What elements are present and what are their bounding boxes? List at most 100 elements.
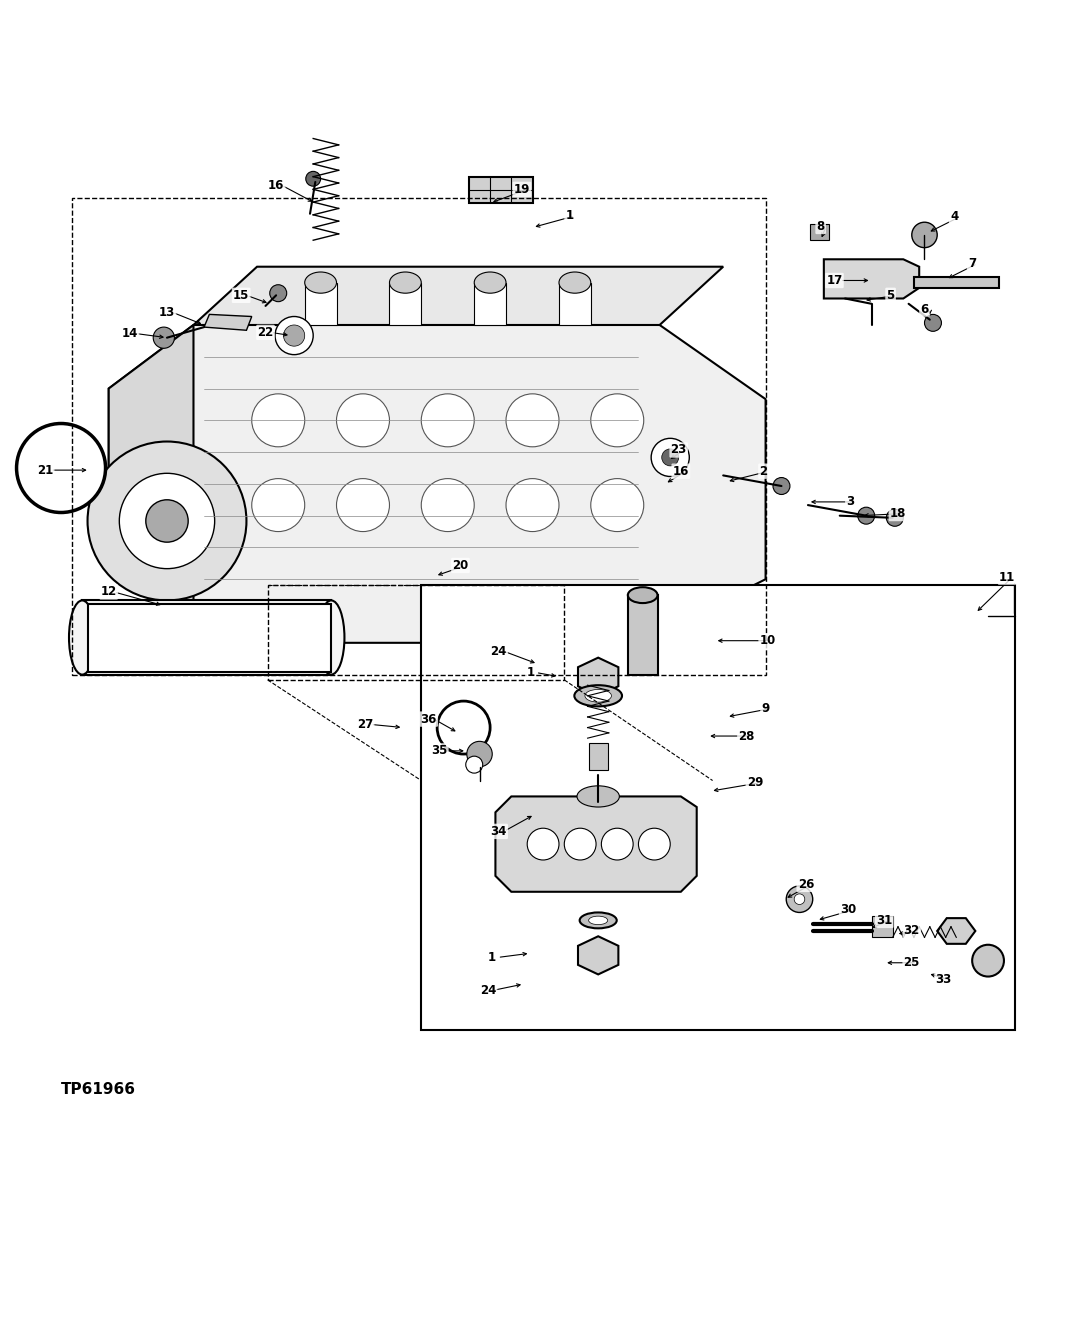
- Polygon shape: [469, 177, 532, 203]
- Circle shape: [651, 438, 689, 477]
- Text: 15: 15: [233, 288, 249, 301]
- Circle shape: [602, 829, 634, 861]
- Circle shape: [506, 478, 559, 531]
- Ellipse shape: [628, 587, 657, 603]
- Circle shape: [17, 424, 105, 513]
- Circle shape: [422, 478, 474, 531]
- Circle shape: [857, 507, 874, 525]
- Text: 5: 5: [886, 288, 895, 301]
- Text: 24: 24: [490, 645, 507, 657]
- Text: 12: 12: [100, 586, 117, 599]
- Ellipse shape: [305, 272, 337, 293]
- Ellipse shape: [69, 600, 96, 675]
- Ellipse shape: [474, 272, 506, 293]
- Bar: [559, 283, 591, 325]
- Text: 8: 8: [817, 220, 824, 232]
- Bar: [589, 744, 608, 770]
- Text: 2: 2: [759, 465, 768, 478]
- Polygon shape: [495, 797, 697, 892]
- Text: 33: 33: [935, 973, 952, 987]
- Polygon shape: [824, 259, 919, 299]
- Text: 10: 10: [759, 635, 775, 647]
- Circle shape: [527, 829, 559, 861]
- Text: 25: 25: [903, 956, 920, 969]
- Circle shape: [422, 394, 474, 446]
- Polygon shape: [578, 657, 619, 696]
- Text: 17: 17: [826, 274, 842, 287]
- Circle shape: [886, 510, 903, 526]
- Bar: [810, 224, 830, 240]
- Circle shape: [924, 315, 941, 331]
- Polygon shape: [914, 278, 999, 288]
- Text: 16: 16: [673, 465, 689, 478]
- Bar: [422, 584, 1015, 1029]
- Bar: [474, 283, 506, 325]
- Circle shape: [283, 325, 305, 347]
- Bar: [871, 916, 892, 938]
- Ellipse shape: [318, 600, 344, 675]
- Text: 14: 14: [121, 327, 138, 340]
- Circle shape: [773, 478, 790, 494]
- Text: 27: 27: [357, 718, 373, 730]
- Bar: [628, 595, 657, 675]
- Circle shape: [592, 798, 605, 811]
- Circle shape: [251, 394, 305, 446]
- Polygon shape: [82, 600, 331, 675]
- Text: 29: 29: [747, 776, 764, 789]
- Polygon shape: [937, 918, 976, 944]
- Text: 13: 13: [159, 305, 175, 319]
- Text: TP61966: TP61966: [61, 1082, 136, 1097]
- Polygon shape: [194, 267, 723, 325]
- Text: 35: 35: [431, 745, 447, 757]
- Circle shape: [306, 171, 321, 186]
- Text: 11: 11: [999, 571, 1015, 583]
- Bar: [305, 283, 337, 325]
- Text: 19: 19: [513, 183, 530, 195]
- Ellipse shape: [794, 894, 805, 904]
- Ellipse shape: [390, 272, 422, 293]
- Text: 21: 21: [37, 463, 53, 477]
- Text: 31: 31: [876, 914, 892, 927]
- Text: 4: 4: [950, 210, 958, 223]
- Text: 32: 32: [904, 924, 920, 938]
- Bar: [87, 604, 331, 672]
- Ellipse shape: [574, 685, 622, 706]
- Ellipse shape: [972, 944, 1004, 976]
- Ellipse shape: [577, 786, 620, 807]
- Text: 34: 34: [490, 825, 507, 838]
- Text: 18: 18: [890, 507, 906, 521]
- Circle shape: [912, 222, 937, 247]
- Text: 26: 26: [798, 878, 814, 891]
- Text: 24: 24: [480, 984, 496, 997]
- Text: 1: 1: [526, 665, 535, 679]
- Ellipse shape: [559, 272, 591, 293]
- Circle shape: [153, 327, 175, 348]
- Text: 20: 20: [453, 559, 469, 572]
- Polygon shape: [109, 325, 766, 643]
- Ellipse shape: [786, 886, 813, 912]
- Circle shape: [87, 441, 246, 600]
- Text: 30: 30: [840, 903, 856, 916]
- Circle shape: [146, 499, 189, 542]
- Text: 36: 36: [421, 713, 437, 725]
- Text: 6: 6: [920, 303, 929, 316]
- Circle shape: [275, 316, 313, 355]
- Circle shape: [466, 741, 492, 766]
- Circle shape: [564, 829, 596, 861]
- Text: 9: 9: [761, 703, 770, 714]
- Circle shape: [119, 473, 215, 568]
- Text: 7: 7: [968, 258, 977, 270]
- Circle shape: [506, 394, 559, 446]
- Text: 3: 3: [847, 495, 854, 509]
- Ellipse shape: [589, 916, 608, 924]
- Ellipse shape: [585, 689, 611, 703]
- Text: 28: 28: [738, 729, 755, 742]
- Polygon shape: [578, 936, 619, 975]
- Circle shape: [337, 394, 390, 446]
- Circle shape: [661, 449, 678, 466]
- Circle shape: [465, 756, 482, 773]
- Text: 23: 23: [671, 444, 687, 457]
- Text: 1: 1: [566, 210, 574, 222]
- Ellipse shape: [579, 912, 617, 928]
- Text: 16: 16: [268, 179, 284, 191]
